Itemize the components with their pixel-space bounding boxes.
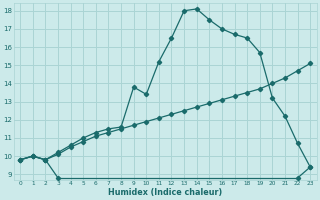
X-axis label: Humidex (Indice chaleur): Humidex (Indice chaleur): [108, 188, 222, 197]
